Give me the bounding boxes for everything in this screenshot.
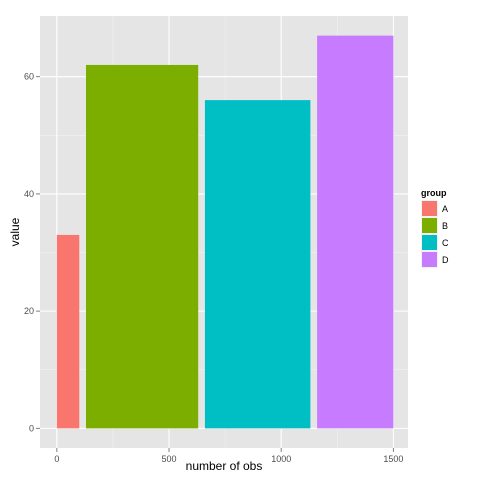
y-tick-label: 20 <box>24 306 34 316</box>
legend-key-a <box>422 201 437 216</box>
y-tick-label: 60 <box>24 72 34 82</box>
x-tick-label: 1000 <box>271 454 291 464</box>
x-tick-label: 500 <box>162 454 177 464</box>
bar-a <box>56 234 80 429</box>
bars <box>56 35 394 429</box>
x-axis-title: number of obs <box>186 459 263 473</box>
legend-label-c: C <box>442 238 449 248</box>
legend-key-c <box>422 235 437 250</box>
x-tick-label: 0 <box>54 454 59 464</box>
y-tick-label: 0 <box>29 423 34 433</box>
legend-label-b: B <box>442 221 448 231</box>
legend-label-d: D <box>442 255 449 265</box>
y-axis-ticks: 0 20 40 60 <box>24 72 40 433</box>
bar-c <box>204 100 311 429</box>
legend-key-d <box>422 252 437 267</box>
legend-label-a: A <box>442 204 448 214</box>
legend-title: group <box>421 188 447 198</box>
y-tick-label: 40 <box>24 189 34 199</box>
y-axis-title: value <box>8 217 22 246</box>
x-axis-ticks: 0 500 1000 1500 <box>54 448 403 464</box>
x-tick-label: 1500 <box>383 454 403 464</box>
bar-d <box>317 35 394 429</box>
bar-b <box>86 64 199 429</box>
legend-key-b <box>422 218 437 233</box>
